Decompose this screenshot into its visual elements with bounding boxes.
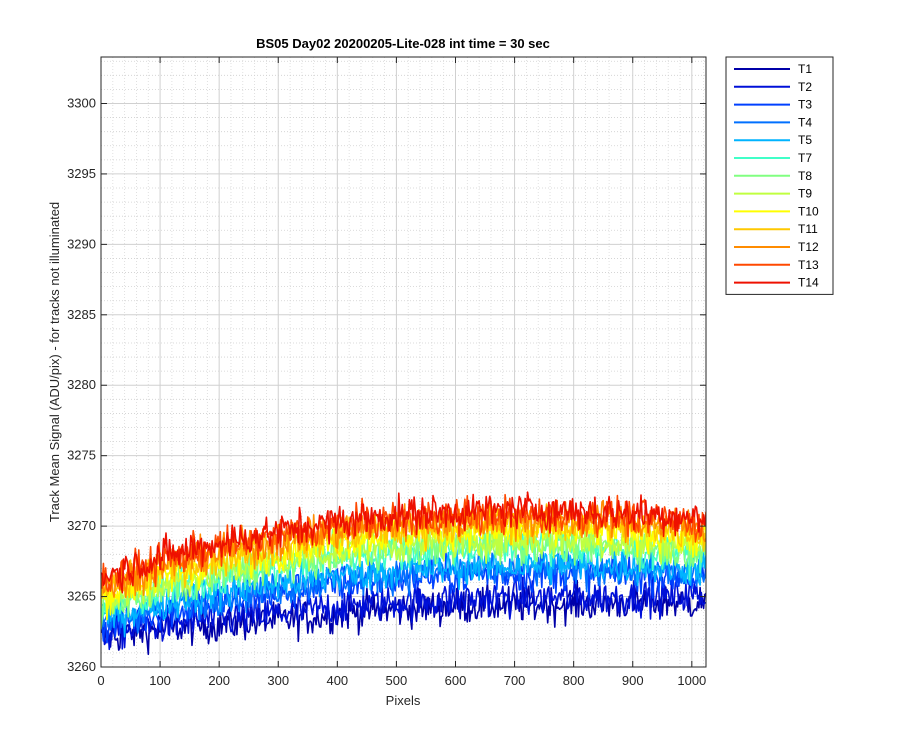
y-tick-label: 3285	[67, 307, 96, 322]
legend-label: T12	[798, 240, 819, 254]
y-tick-label: 3270	[67, 518, 96, 533]
x-tick-label: 700	[504, 673, 526, 688]
x-tick-label: 300	[267, 673, 289, 688]
legend-item-t8: T8	[734, 169, 812, 183]
ticks: 0 100 200 300 400 500 600 700 800 900 1000 3260 3265…	[67, 57, 706, 688]
y-tick-label: 3280	[67, 377, 96, 392]
legend-label: T11	[798, 222, 818, 236]
series-line-t13	[101, 493, 706, 593]
legend-label: T9	[798, 187, 812, 201]
series-line-t5	[101, 540, 706, 638]
plot-area: 0 100 200 300 400 500 600 700 800 900 1000 3260 3265…	[67, 56, 707, 688]
series-line-t2	[101, 575, 706, 651]
legend-item-t7: T7	[734, 151, 812, 165]
series-line-t14	[101, 491, 706, 594]
x-tick-label: 0	[97, 673, 104, 688]
legend-item-t5: T5	[734, 133, 812, 147]
x-tick-label: 400	[326, 673, 348, 688]
x-tick-label: 100	[149, 673, 171, 688]
legend-item-t14: T14	[734, 276, 819, 290]
y-tick-label: 3290	[67, 236, 96, 251]
legend-label: T10	[798, 204, 819, 218]
y-axis-label: Track Mean Signal (ADU/pix) - for tracks…	[47, 202, 62, 522]
legend-item-t2: T2	[734, 80, 812, 94]
y-tick-label: 3260	[67, 659, 96, 674]
y-tick-label: 3265	[67, 589, 96, 604]
legend-item-t12: T12	[734, 240, 819, 254]
y-tick-label: 3300	[67, 95, 96, 110]
legend-label: T4	[798, 115, 812, 129]
legend-item-t1: T1	[734, 62, 812, 76]
y-tick-label: 3275	[67, 448, 96, 463]
chart-title: BS05 Day02 20200205-Lite-028 int time = …	[256, 36, 550, 51]
legend-label: T13	[798, 258, 819, 272]
minor-grid	[101, 57, 706, 667]
legend-label: T14	[798, 276, 819, 290]
axes-box	[100, 56, 707, 668]
x-tick-label: 800	[563, 673, 585, 688]
legend-item-t10: T10	[734, 204, 819, 218]
legend-item-t11: T11	[734, 222, 818, 236]
x-tick-label: 500	[386, 673, 408, 688]
legend-item-t3: T3	[734, 98, 812, 112]
x-tick-label: 600	[445, 673, 467, 688]
x-tick-label: 200	[208, 673, 230, 688]
legend-label: T3	[798, 98, 812, 112]
legend-item-t9: T9	[734, 187, 812, 201]
x-axis-label: Pixels	[386, 693, 421, 708]
legend-label: T2	[798, 80, 812, 94]
legend-label: T7	[798, 151, 812, 165]
legend-label: T5	[798, 133, 812, 147]
legend-item-t4: T4	[734, 115, 812, 129]
series-layer	[101, 491, 706, 656]
x-tick-label: 900	[622, 673, 644, 688]
legend-item-t13: T13	[734, 258, 819, 272]
x-tick-label: 1000	[677, 673, 706, 688]
legend-label: T8	[798, 169, 812, 183]
legend-label: T1	[798, 62, 812, 76]
legend: T1 T2 T3 T4 T5 T7 T8 T9 T10 T11 T12 T13 T14	[725, 56, 834, 295]
y-tick-label: 3295	[67, 166, 96, 181]
